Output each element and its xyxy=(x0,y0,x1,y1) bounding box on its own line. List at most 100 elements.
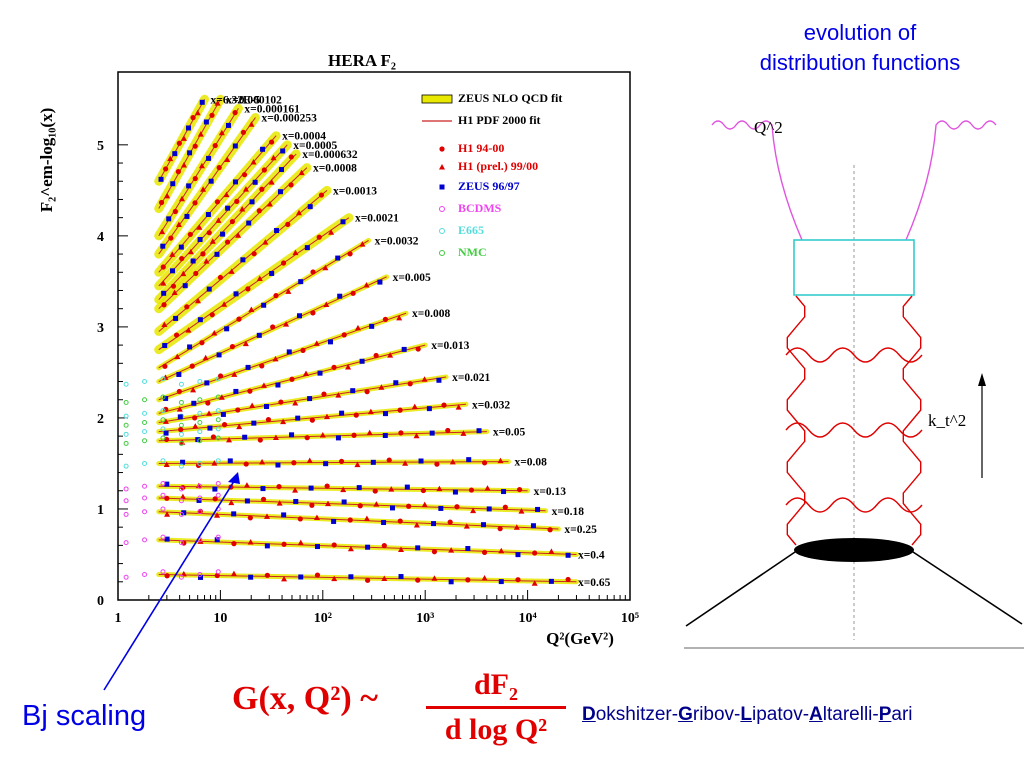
fixed-target-point xyxy=(215,435,221,441)
fixed-target-point xyxy=(178,498,184,504)
zeus-point xyxy=(231,511,237,517)
zeus-point xyxy=(260,486,266,492)
h1-point xyxy=(289,376,295,382)
x-bin-label: x=0.13 xyxy=(534,486,567,498)
h1-prel-point xyxy=(235,232,242,238)
zeus-point xyxy=(162,343,168,349)
zeus-point xyxy=(256,332,262,338)
x-bin-label: x=0.05 xyxy=(493,427,526,439)
h1-point xyxy=(243,461,249,467)
fixed-target-point xyxy=(160,408,166,414)
legend-band-swatch xyxy=(421,94,453,104)
zeus-point xyxy=(177,414,183,420)
h1-prel-point xyxy=(313,514,320,520)
fixed-target-point xyxy=(160,417,166,423)
bj-scaling-label: Bj scaling xyxy=(22,700,147,732)
fixed-target-point xyxy=(123,399,129,405)
h1-point xyxy=(291,460,297,466)
h1-point xyxy=(268,139,275,145)
zeus-point xyxy=(274,227,280,233)
h1-point xyxy=(481,460,488,466)
h1-point xyxy=(468,487,475,493)
h1-point xyxy=(338,458,345,465)
zeus-point xyxy=(233,388,239,394)
chart-title: HERA F₂ xyxy=(328,51,396,70)
h1-point xyxy=(397,518,403,524)
h1-point xyxy=(199,340,205,346)
h1-prel-point xyxy=(354,324,361,331)
h1-point xyxy=(309,502,315,508)
h1-prel-point xyxy=(354,461,361,468)
h1-point xyxy=(229,343,236,350)
fixed-target-point xyxy=(142,483,148,489)
zeus-point xyxy=(190,258,196,264)
h1-point xyxy=(304,435,310,441)
zeus-point xyxy=(431,521,437,527)
zeus-point xyxy=(348,574,354,580)
fixed-target-point xyxy=(215,426,221,432)
h1-point xyxy=(162,363,168,369)
zeus-point xyxy=(341,499,347,505)
zeus-point xyxy=(260,146,266,152)
fixed-target-point xyxy=(123,498,129,504)
h1-prel-point xyxy=(211,460,218,466)
zeus-point xyxy=(335,435,341,441)
fixed-target-point xyxy=(123,540,129,546)
hard-process-box xyxy=(793,239,915,296)
fixed-target-point xyxy=(123,431,129,437)
x-bin-label: x=0.0004 xyxy=(282,131,326,143)
legend-open-marker xyxy=(439,206,445,212)
zeus-point xyxy=(289,432,295,438)
fixed-target-point xyxy=(142,438,148,444)
zeus-point xyxy=(515,552,521,558)
h1-prel-point xyxy=(411,403,418,410)
zeus-point xyxy=(216,352,222,358)
legend-circle-marker xyxy=(439,146,445,152)
zeus-point xyxy=(205,212,211,218)
zeus-point xyxy=(530,523,536,529)
zeus-point xyxy=(261,302,267,308)
h1-point xyxy=(176,388,182,395)
h1-prel-point xyxy=(187,248,194,255)
zeus-point xyxy=(181,510,187,516)
h1-point xyxy=(347,251,353,257)
h1-prel-point xyxy=(197,131,204,137)
h1-point xyxy=(260,496,267,502)
fixed-target-point xyxy=(142,509,148,515)
h1-point xyxy=(415,346,421,352)
h1-prel-point xyxy=(248,121,255,127)
h1-prel-point xyxy=(221,301,228,307)
fixed-target-point xyxy=(123,413,129,419)
x-bin-label: x=0.000253 xyxy=(261,113,317,125)
zeus-point xyxy=(232,179,238,185)
x-bin-label: x=0.0005 xyxy=(293,140,337,152)
h1-prel-point xyxy=(262,239,269,245)
legend-triangle-marker xyxy=(439,164,445,170)
zeus-point xyxy=(164,481,170,487)
h1-point xyxy=(229,218,235,225)
x-tick-label: 1 xyxy=(115,611,122,626)
dglap-name-3: Lipatov- xyxy=(740,704,810,725)
h1-prel-point xyxy=(203,258,210,264)
h1-prel-point xyxy=(206,410,213,416)
h1-prel-point xyxy=(378,384,385,390)
h1-prel-point xyxy=(497,457,504,464)
zeus-point xyxy=(163,430,169,436)
h1-prel-point xyxy=(388,486,395,492)
zeus-point xyxy=(269,270,275,276)
zeus-point xyxy=(214,251,220,257)
h1-prel-point xyxy=(167,155,174,162)
zeus-point xyxy=(252,179,258,185)
fixed-target-point xyxy=(160,534,166,540)
h1-prel-point xyxy=(548,548,555,554)
h1-prel-point xyxy=(436,485,443,492)
h1-point xyxy=(420,487,426,494)
h1-prel-point xyxy=(313,340,320,346)
h1-point xyxy=(397,407,403,413)
fixed-target-point xyxy=(178,440,184,446)
zeus-point xyxy=(232,143,238,149)
h1-point xyxy=(264,572,270,578)
zeus-point xyxy=(249,199,255,205)
kt-arrow-head xyxy=(978,373,986,386)
